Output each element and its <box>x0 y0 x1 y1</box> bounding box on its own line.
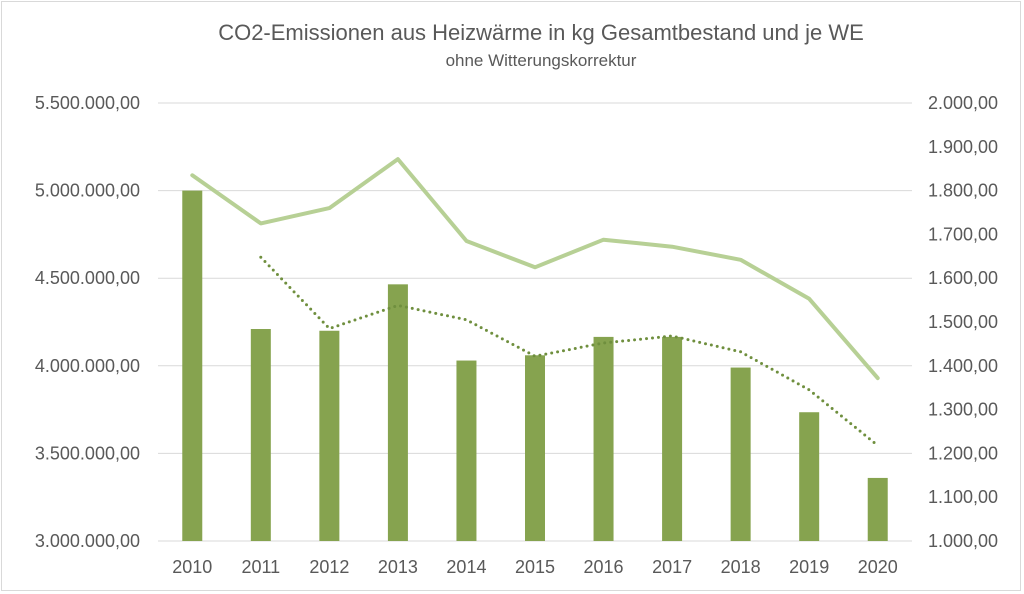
y-right-tick-label: 1.700,00 <box>928 224 998 244</box>
y-left-tick-label: 5.000.000,00 <box>35 181 140 201</box>
y-left-tick-label: 4.000.000,00 <box>35 356 140 376</box>
y-right-tick-label: 1.200,00 <box>928 443 998 463</box>
y-axis-right: 1.000,00 1.100,00 1.200,00 1.300,00 1.400,00… <box>928 93 998 551</box>
y-right-tick-label: 1.600,00 <box>928 268 998 288</box>
bar-2010 <box>182 190 203 541</box>
x-tick-label: 2014 <box>446 557 486 577</box>
y-right-tick-label: 1.500,00 <box>928 312 998 332</box>
x-tick-label: 2016 <box>584 557 624 577</box>
gridlines <box>158 102 912 542</box>
bar-2019 <box>799 412 820 541</box>
y-right-tick-label: 1.100,00 <box>928 487 998 507</box>
bar-2018 <box>730 367 751 541</box>
y-left-tick-label: 4.500.000,00 <box>35 268 140 288</box>
y-right-tick-label: 1.300,00 <box>928 400 998 420</box>
y-right-tick-label: 1.000,00 <box>928 531 998 551</box>
x-tick-label: 2018 <box>721 557 761 577</box>
bar-series <box>182 190 888 541</box>
y-axis-left: 3.000.000,00 3.500.000,00 4.000.000,00 4.50… <box>35 93 140 551</box>
x-tick-label: 2011 <box>241 557 280 577</box>
line-series <box>190 157 880 447</box>
x-tick-label: 2015 <box>515 557 555 577</box>
bar-2013 <box>387 284 408 541</box>
x-axis: 2010 2011 2012 2013 2014 2015 2016 2017 2018 2019… <box>172 557 898 577</box>
y-right-tick-label: 1.800,00 <box>928 181 998 201</box>
x-tick-label: 2017 <box>652 557 692 577</box>
y-right-tick-label: 2.000,00 <box>928 93 998 113</box>
x-tick-label: 2013 <box>378 557 418 577</box>
bar-2011 <box>250 329 271 541</box>
y-left-tick-label: 5.500.000,00 <box>35 93 140 113</box>
x-tick-label: 2019 <box>789 557 829 577</box>
chart-title: CO2-Emissionen aus Heizwärme in kg Gesam… <box>218 20 864 45</box>
bar-2020 <box>867 477 888 541</box>
x-tick-label: 2020 <box>858 557 898 577</box>
bar-2016 <box>593 336 614 541</box>
line-series-dotted <box>259 255 880 447</box>
bar-2012 <box>319 330 340 541</box>
x-tick-label: 2012 <box>309 557 349 577</box>
bar-2015 <box>525 355 545 541</box>
y-right-tick-label: 1.900,00 <box>928 137 998 157</box>
bar-2014 <box>456 360 477 541</box>
bar-2017 <box>662 336 683 541</box>
line-series-solid <box>190 157 880 381</box>
y-left-tick-label: 3.500.000,00 <box>35 443 140 463</box>
y-left-tick-label: 3.000.000,00 <box>35 531 140 551</box>
y-right-tick-label: 1.400,00 <box>928 356 998 376</box>
chart-subtitle: ohne Witterungskorrektur <box>446 51 637 70</box>
x-tick-label: 2010 <box>172 557 212 577</box>
